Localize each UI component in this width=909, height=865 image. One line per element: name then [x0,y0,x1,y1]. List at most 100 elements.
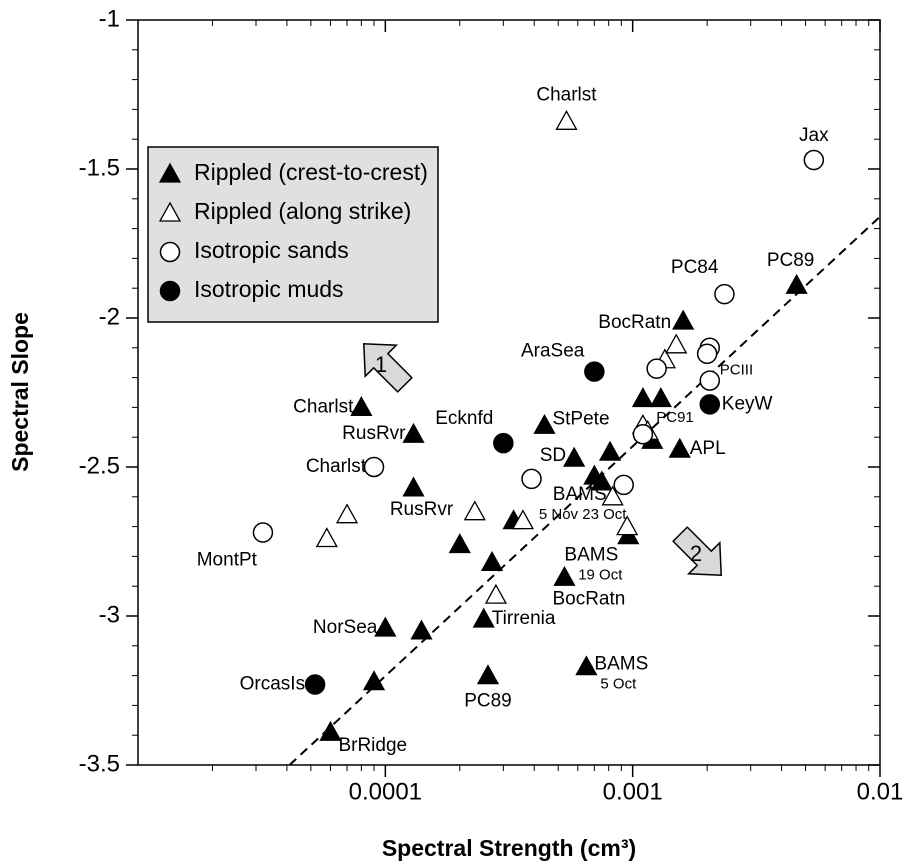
point-label: RusRvr [390,499,454,520]
x-tick-label: 0.01 [857,778,904,805]
legend-marker [159,280,181,302]
data-point [590,470,613,491]
point-label: KeyW [722,393,773,414]
data-point [362,670,386,691]
point-label: BocRatn [552,588,625,609]
data-point [402,476,425,497]
data-point [335,503,359,524]
point-label: BAMS [553,484,607,505]
data-point [363,456,385,478]
y-tick-label: -3 [99,601,120,628]
data-point [448,533,471,554]
data-point [668,437,691,458]
data-point [493,432,514,454]
point-label: PC89 [464,691,512,712]
point-label: Tirrenia [492,608,556,629]
legend-marker [158,201,182,222]
point-label: 5 Oct [600,676,637,693]
point-label: RusRvr [342,423,406,444]
point-label: BocRatn [598,312,671,333]
data-point [463,500,486,521]
point-label: MontPt [197,550,258,571]
legend-label: Isotropic sands [194,237,349,263]
data-point [665,333,688,354]
data-point [646,358,667,379]
point-label: Charlst [536,84,597,105]
point-label: NorSea [313,617,378,638]
data-point [402,422,425,443]
data-point [553,565,576,586]
point-label: 19 Oct [578,567,623,584]
arrow-label: 2 [690,541,702,566]
point-label: BAMS [594,654,648,675]
data-point [631,387,655,408]
data-point [696,343,718,365]
x-tick-label: 0.001 [603,778,663,805]
data-point [613,474,634,496]
data-point [374,616,397,637]
data-point [785,273,808,294]
data-point [521,468,542,490]
data-point [575,655,598,676]
data-point [672,309,695,330]
arrow-shape [672,526,722,576]
point-label: Charlst [293,396,354,417]
data-point [480,551,504,572]
legend-label: Rippled (along strike) [194,198,411,224]
point-label: BAMS [564,545,618,566]
data-point [533,413,556,434]
y-tick-label: -3.5 [79,750,120,777]
data-point [584,361,605,382]
data-point [632,423,654,445]
point-label: Charlst [306,456,367,477]
point-label: PC89 [767,250,815,271]
data-point [476,664,500,685]
point-label: PC91 [656,409,694,426]
point-label: Ecknfd [435,408,493,429]
data-point [252,522,274,543]
y-tick-label: -1 [99,5,120,32]
y-axis-title: Spectral Slope [7,312,33,472]
y-tick-label: -2.5 [79,452,120,479]
legend-label: Rippled (crest-to-crest) [194,159,428,185]
point-label: OrcasIs [240,674,305,695]
data-point [699,370,721,391]
data-point [714,283,735,305]
point-label: 5 Nov 23 Oct [539,506,627,523]
data-point [598,440,622,461]
x-tick-label: 0.0001 [349,778,422,805]
data-point [601,485,624,506]
arrow-label: 1 [375,352,387,377]
arrow [363,343,413,393]
legend-marker [158,162,182,183]
point-label: APL [690,438,726,459]
point-label: AraSea [521,341,585,362]
data-point [699,394,721,415]
data-point [472,607,495,628]
legend-box [147,146,439,323]
data-point [315,527,338,548]
y-tick-label: -2 [99,303,120,330]
x-axis-title: Spectral Strength (cm³) [382,835,636,861]
data-point [511,509,535,530]
legend-label: Isotropic muds [194,276,344,302]
plot-frame [137,19,881,766]
arrow [672,526,722,576]
data-point [616,515,639,536]
point-label: BrRidge [338,735,407,756]
data-point [803,149,825,171]
data-point [350,396,373,417]
data-point [649,387,672,408]
data-point [555,109,578,130]
point-label: PCIII [720,362,753,379]
point-label: StPete [552,408,609,429]
point-label: Jax [799,125,829,146]
point-label: PC84 [671,257,719,278]
data-point [484,583,508,604]
data-point [304,674,326,695]
data-point [563,446,586,467]
arrow-shape [363,343,413,393]
data-point [319,720,342,741]
legend-marker [159,241,181,263]
